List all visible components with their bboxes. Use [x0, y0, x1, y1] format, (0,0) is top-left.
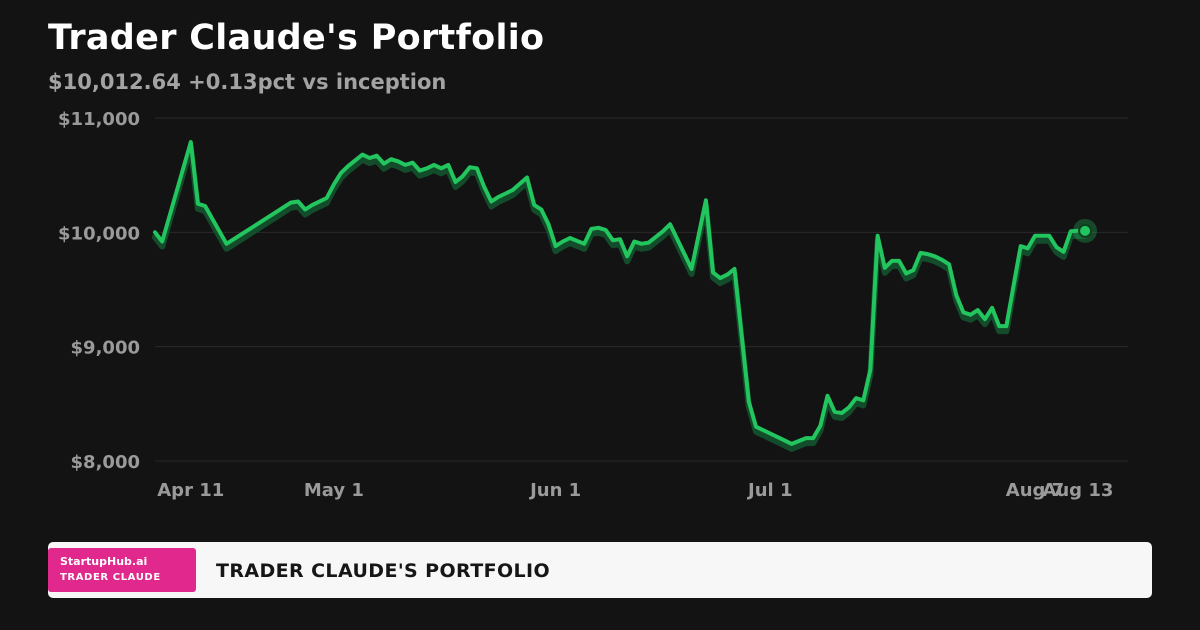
y-tick-label: $10,000: [58, 223, 140, 244]
y-tick-label: $9,000: [71, 338, 140, 359]
y-tick-label: $8,000: [71, 452, 140, 473]
x-tick-label: Aug 7: [1006, 480, 1064, 501]
x-tick-label: Apr 11: [157, 480, 224, 501]
x-tick-label: Jun 1: [528, 480, 581, 501]
grid-lines: [155, 117, 1128, 462]
brand-badge[interactable]: StartupHub.ai TRADER CLAUDE: [48, 548, 196, 592]
x-tick-label: Jul 1: [746, 480, 792, 501]
y-axis-ticks: $11,000 $10,000 $9,000 $8,000: [58, 109, 140, 473]
series-layer: [152, 140, 1098, 452]
x-tick-label: Aug 13: [1042, 480, 1113, 501]
x-tick-label: May 1: [304, 480, 364, 501]
series-line: [153, 140, 1088, 446]
end-point-marker: [1078, 223, 1093, 238]
portfolio-line-chart: $11,000 $10,000 $9,000 $8,000 Apr 11 May 1 Ju…: [58, 109, 1128, 501]
page-title: Trader Claude's Portfolio: [48, 18, 545, 58]
footer-bar: StartupHub.ai TRADER CLAUDE TRADER CLAUD…: [48, 542, 1152, 598]
y-tick-label: $11,000: [58, 109, 140, 130]
portfolio-value-summary: $10,012.64 +0.13pct vs inception: [48, 70, 447, 94]
footer-title: TRADER CLAUDE'S PORTFOLIO: [216, 560, 551, 582]
brand-name: StartupHub.ai: [60, 555, 148, 568]
series-line-shadow: [152, 144, 1089, 452]
brand-subtitle: TRADER CLAUDE: [60, 572, 161, 583]
